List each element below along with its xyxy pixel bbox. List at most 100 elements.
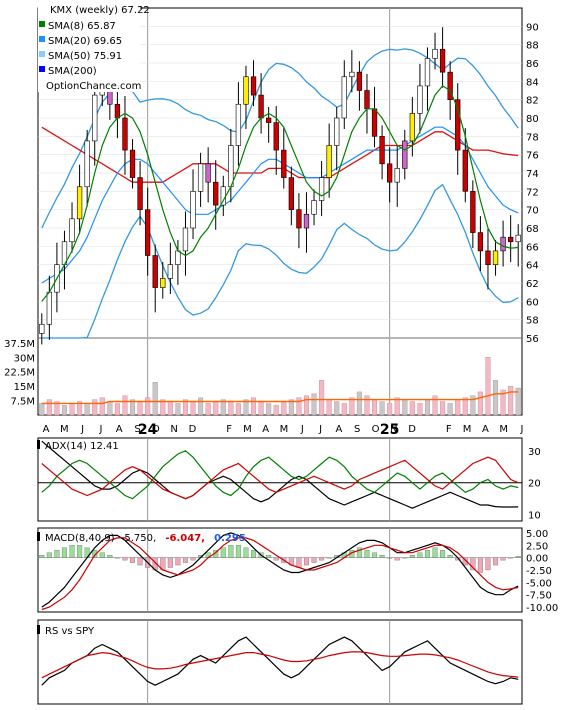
candle: [371, 108, 378, 137]
candle: [273, 122, 279, 151]
macd-histogram-bar: [130, 557, 136, 563]
macd-histogram-bar: [54, 550, 60, 558]
candle: [92, 94, 98, 142]
adx-line-minusdi: [41, 456, 519, 500]
volume-tick-label: 30M: [14, 353, 35, 364]
price-tick-label: 68: [526, 224, 539, 235]
sma50-line: [41, 126, 519, 183]
candle: [462, 149, 468, 192]
candle: [439, 48, 446, 73]
macd-histogram-bar: [462, 557, 468, 566]
macd-histogram-bar: [417, 552, 423, 558]
macd-histogram-bar: [175, 557, 181, 566]
x-month-label: J: [300, 424, 304, 435]
candle: [213, 181, 219, 206]
candle: [281, 149, 287, 178]
adx-tick-label: 30: [528, 447, 541, 458]
macd-histogram-bar: [77, 545, 83, 558]
candle: [250, 76, 257, 96]
macd-histogram-bar: [326, 557, 332, 559]
macd-histogram-bar: [107, 555, 113, 558]
candle: [84, 140, 90, 188]
x-month-label: M: [280, 424, 289, 435]
macd-histogram-bar: [477, 557, 483, 573]
volume-bar: [470, 395, 476, 416]
candle: [455, 99, 461, 151]
volume-bar: [500, 389, 506, 416]
candle: [515, 234, 521, 243]
volume-bar: [477, 391, 483, 416]
candle: [387, 163, 393, 183]
candle: [205, 163, 211, 183]
volume-bar: [311, 393, 317, 416]
volume-bar: [152, 382, 158, 416]
volume-bar: [455, 399, 461, 416]
legend-swatch-sma200: [39, 66, 45, 72]
x-month-label: S: [354, 424, 360, 435]
macd-histogram-bar: [311, 557, 317, 563]
volume-bar: [387, 403, 393, 416]
sma20-line: [41, 126, 519, 284]
x-month-label: O: [372, 424, 380, 435]
price-tick-label: 60: [526, 297, 539, 308]
panel-frame-rs: [37, 619, 523, 705]
volume-tick-label: 22.5M: [4, 368, 35, 379]
macd-tick-label: -5.00: [526, 578, 552, 589]
price-tick-label: 84: [526, 77, 539, 88]
chart-title: KMX (weekly) 67.22: [50, 5, 150, 16]
candle: [160, 278, 166, 288]
candle: [266, 117, 272, 123]
volume-bar: [114, 403, 120, 416]
volume-bar: [130, 399, 136, 416]
legend-sma8: SMA(8) 65.87: [48, 21, 116, 32]
macd-histogram-bar: [114, 557, 120, 559]
brand-label: OptionChance.com: [46, 81, 141, 92]
volume-bar: [341, 403, 347, 416]
volume-bar: [220, 399, 226, 416]
volume-bar: [205, 403, 211, 416]
legend-sma20: SMA(20) 69.65: [48, 36, 122, 47]
x-month-label: D: [189, 424, 197, 435]
adx-tick-label: 20: [528, 479, 541, 490]
volume-bar: [319, 380, 325, 416]
volume-bar: [432, 395, 438, 416]
macd-histogram-bar: [303, 557, 309, 566]
macd-histogram-bar: [235, 545, 241, 558]
price-tick-label: 78: [526, 132, 539, 143]
candle: [152, 255, 158, 288]
macd-tick-label: 5.00: [526, 529, 548, 540]
volume-bar: [508, 385, 514, 416]
macd-histogram-bar: [137, 557, 143, 566]
macd-histogram-bar: [190, 557, 196, 561]
volume-bar: [394, 397, 400, 416]
volume-bar: [107, 401, 113, 416]
volume-bar: [92, 399, 98, 416]
adx-title: ADX(14) 12.41: [45, 441, 119, 452]
candle: [288, 177, 294, 210]
volume-bar: [417, 403, 423, 416]
price-tick-label: 70: [526, 206, 539, 217]
volume-bar: [175, 403, 181, 416]
macd-histogram-bar: [409, 555, 415, 558]
rs-title-marker: [37, 625, 40, 634]
volume-bar: [493, 380, 499, 416]
candle: [409, 113, 415, 142]
price-tick-label: 62: [526, 279, 539, 290]
candle: [145, 209, 151, 256]
volume-bar: [198, 397, 204, 416]
volume-bar: [409, 401, 415, 416]
macd-histogram-bar: [266, 555, 272, 558]
volume-bar: [258, 401, 264, 416]
x-month-label: M: [243, 424, 252, 435]
macd-histogram-bar: [61, 547, 67, 558]
macd-histogram-bar: [273, 557, 279, 561]
volume-bar: [440, 401, 446, 416]
candle: [379, 136, 385, 165]
legend-box: [38, 0, 140, 92]
macd-histogram-bar: [46, 552, 52, 558]
macd-histogram-bar: [424, 550, 430, 558]
candle: [114, 103, 121, 119]
adx-tick-label: 10: [528, 511, 541, 522]
